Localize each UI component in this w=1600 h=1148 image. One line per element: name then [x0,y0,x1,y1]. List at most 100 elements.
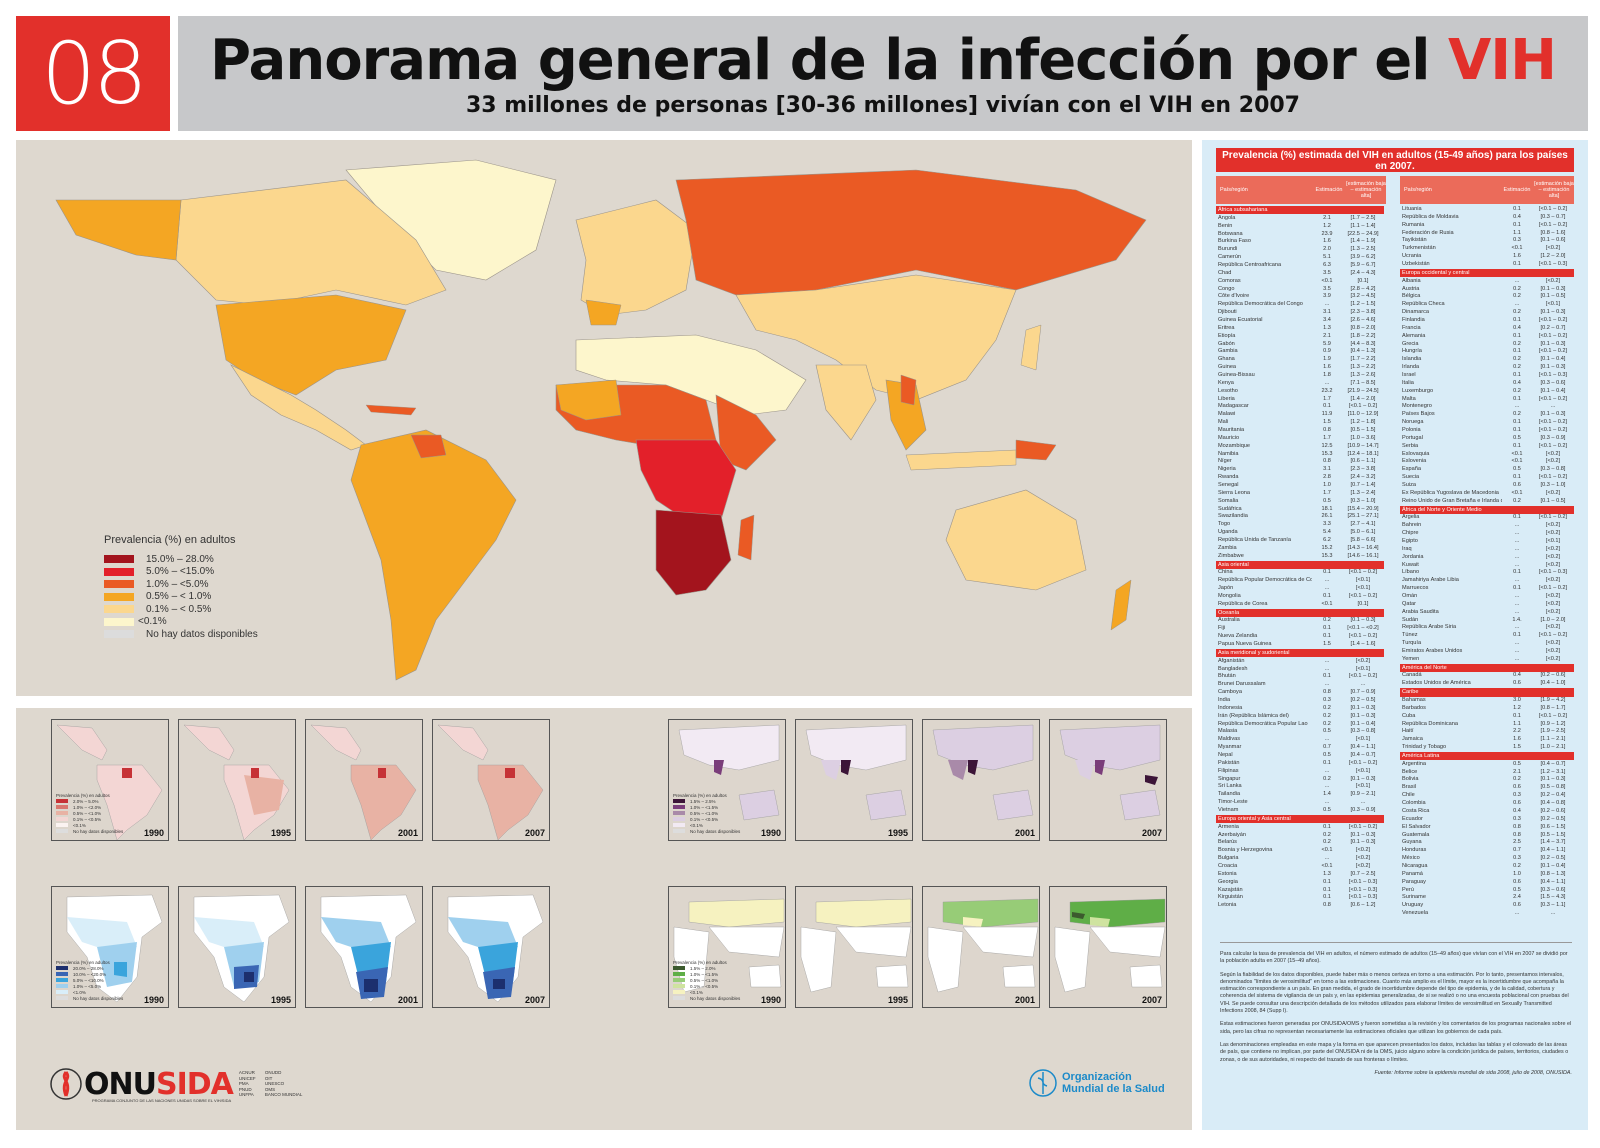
country-cell: República Centroafricana [1218,261,1282,268]
estimate-cell: 0.8 [1513,831,1521,838]
estimate-cell: 0.1 [1513,442,1521,449]
table-row: República Popular Democrática de Corea..… [1216,577,1384,585]
estimate-cell: ... [1324,736,1330,743]
country-cell: Singapur [1218,775,1241,782]
table-row: Eslovenia <0.1 [<0.2] [1400,458,1574,466]
estimate-cell: ... [1324,767,1330,774]
table-row: Pakistán 0.1 [<0.1 – 0.2] [1216,760,1384,768]
estimate-cell: 0.2 [1513,411,1521,418]
country-cell: Belarús [1218,839,1237,846]
estimate-cell: 6.2 [1323,537,1331,544]
table-row: Suecia 0.1 [<0.1 – 0.2] [1400,474,1574,482]
world-map-legend: Prevalencia (%) en adultos 15.0% – 28.0%… [104,534,258,641]
table-column-left: África subsahariana Angola 2.1 [1.7 – 2.5] B… [1216,206,1384,910]
country-cell: Nueva Zelandia [1218,633,1258,640]
range-cell: [7.1 – 8.5] [1350,379,1376,386]
estimate-cell: 0.2 [1323,839,1331,846]
range-cell: [0.3 – 1.1] [1540,902,1566,909]
table-row: Mali 1.5 [1.2 – 1.8] [1216,419,1384,427]
africa-map-2007: 2007 [432,886,550,1008]
table-row: Kenya... [7.1 – 8.5] [1216,380,1384,388]
asia-map-2007: 2007 [1049,719,1167,841]
eastern-europe-map-1990: Prevalencia (%) en adultos 1.5% – 2.0% 1… [668,886,786,1008]
range-cell: [1.9 – 2.5] [1540,728,1566,735]
country-cell: Malawi [1218,411,1236,418]
country-cell: Estonia [1218,870,1237,877]
estimate-cell: ... [1324,379,1330,386]
estimate-cell: ... [1514,577,1520,584]
country-cell: Portugal [1402,434,1423,441]
range-cell: [0.6 – 1.5] [1540,823,1566,830]
country-cell: Túnez [1402,632,1418,639]
estimate-cell: 0.5 [1323,751,1331,758]
country-cell: Iraq [1402,545,1412,552]
estimate-cell: 0.6 [1513,902,1521,909]
table-section-header: África del Norte y Oriente Medio [1400,505,1574,515]
country-cell: Bhután [1218,673,1236,680]
range-cell: [0.1] [1357,277,1369,284]
table-row: Islandia 0.2 [0.1 – 0.4] [1400,356,1574,364]
range-cell: [0.1 – 0.4] [1540,356,1566,363]
country-cell: Bahrein [1402,522,1422,529]
range-cell: [<0.1 – 0.2] [1538,332,1568,339]
table-row: República Centroafricana 6.3 [5.9 – 6.7] [1216,262,1384,270]
estimate-cell: 0.6 [1513,878,1521,885]
range-cell: [0.3 – 0.8] [1350,728,1376,735]
estimate-cell: 0.1 [1513,426,1521,433]
country-cell: Senegal [1218,482,1239,488]
table-row: Japón... [<0.1] [1216,585,1384,593]
table-row: Liberia 1.7 [1.4 – 2.0] [1216,396,1384,404]
estimate-cell: 1.1 [1513,720,1521,727]
range-cell: [0.1 – 0.3] [1540,309,1566,316]
country-cell: Cuba [1402,712,1416,719]
estimate-cell: 1.6 [1323,364,1331,371]
estimate-cell: 15.3 [1321,450,1333,457]
country-cell: Guyana [1402,839,1422,846]
range-cell: [0.8 – 1.7] [1540,704,1566,711]
table-row: Líbano 0.1 [<0.1 – 0.3] [1400,569,1574,577]
country-cell: República Democrática Popular Lao [1218,720,1308,727]
country-cell: Mali [1218,419,1229,426]
legend-swatch [104,555,134,564]
range-cell: [0.3 – 0.7] [1540,213,1566,220]
asia-map-2001: 2001 [922,719,1040,841]
estimate-cell: <0.1 [1511,458,1523,465]
country-cell: Chile [1402,792,1415,799]
country-cell: Rwanda [1218,474,1239,481]
estimate-cell: 0.4 [1513,324,1521,331]
table-row: Austria 0.2 [0.1 – 0.3] [1400,286,1574,294]
country-cell: Noruega [1402,419,1424,426]
country-cell: República Democrática del Congo [1218,301,1303,308]
table-row: República Checa... [<0.1] [1400,301,1574,309]
estimate-cell: ... [1514,655,1520,662]
country-cell: Uzbekistán [1402,261,1430,268]
country-cell: Guatemala [1402,831,1430,838]
range-cell: [0.4 – 0.7] [1350,751,1376,758]
year-label: 2007 [1141,828,1162,838]
table-row: República Dominicana 1.1 [0.9 – 1.2] [1400,721,1574,729]
table-row: Paraguay 0.6 [0.4 – 1.1] [1400,879,1574,887]
table-row: Portugal 0.5 [0.3 – 0.9] [1400,435,1574,443]
estimate-cell: 0.1 [1323,894,1331,901]
estimate-cell: 0.5 [1323,728,1331,735]
estimate-cell: 1.3 [1323,324,1331,331]
range-cell: [1.3 – 2.6] [1350,371,1376,378]
table-title: Prevalencia (%) estimada del VIH en adul… [1216,148,1574,172]
range-cell: [<0.1 – 0.2] [1538,712,1568,719]
range-cell: [1.3 – 2.5] [1350,246,1376,253]
table-row: Sierra Leona 1.7 [1.3 – 2.4] [1216,490,1384,498]
table-row: Hungría 0.1 [<0.1 – 0.2] [1400,348,1574,356]
legend-swatch [104,580,134,589]
africa-mini-legend: Prevalencia (%) en adultos 20.0% – 28.0%… [56,960,124,1001]
range-cell: [<0.1 – 0.2] [1348,759,1378,766]
range-cell: [0.1 – 0.5] [1540,497,1566,504]
year-label: 1990 [143,828,164,838]
table-row: Barbados 1.2 [0.8 – 1.7] [1400,705,1574,713]
estimate-cell: 0.5 [1513,466,1521,473]
estimate-cell: 0.5 [1513,434,1521,441]
country-cell: Sri Lanka [1218,783,1242,790]
range-cell: [<0.1 – 0.2] [1538,585,1568,592]
estimate-cell: 0.2 [1513,862,1521,869]
range-cell: [<0.2] [1355,855,1371,862]
country-cell: Lesotho [1218,387,1238,394]
